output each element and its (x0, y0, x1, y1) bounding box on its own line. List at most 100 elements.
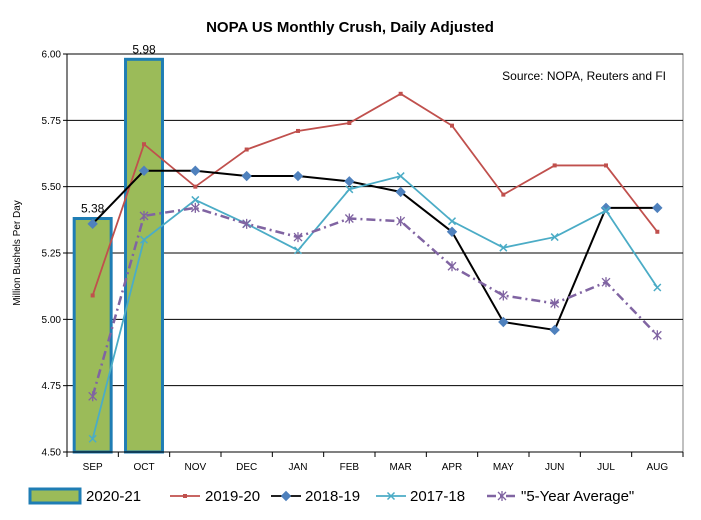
point (550, 233, 559, 242)
point (386, 491, 396, 501)
point (142, 142, 146, 147)
x-tick-label: JAN (289, 462, 308, 473)
bar-series: 5.38 5.98 (72, 42, 164, 454)
point (87, 218, 98, 230)
point (293, 232, 303, 243)
legend-item: 2020-21 (28, 487, 141, 505)
y-tick-label: 4.75 (42, 381, 62, 392)
point (655, 229, 660, 234)
x-tick-label: NOV (184, 462, 206, 473)
point (498, 316, 509, 328)
point (344, 213, 354, 224)
point (499, 243, 508, 252)
point (550, 298, 560, 309)
legend-item: 2018-19 (271, 488, 360, 505)
line-path (91, 206, 659, 397)
point (396, 172, 405, 181)
line-series (87, 91, 663, 443)
point (347, 120, 352, 125)
point (398, 91, 403, 96)
x-tick-label: AUG (646, 462, 668, 473)
point (501, 192, 506, 197)
series-line (88, 172, 662, 443)
point (447, 261, 457, 272)
point (139, 235, 149, 244)
point (549, 324, 560, 336)
point (600, 202, 612, 214)
point (497, 491, 507, 501)
legend-item: "5-Year Average" (487, 488, 634, 505)
point (396, 216, 406, 227)
point (601, 277, 611, 288)
point (601, 206, 611, 215)
x-tick-label: JUN (545, 462, 564, 473)
legend-label: 2019-20 (205, 488, 260, 505)
x-tick-label: FEB (340, 462, 360, 473)
x-tick-label: MAY (493, 462, 514, 473)
legend-item: 2017-18 (376, 488, 465, 505)
point (90, 293, 95, 298)
point (280, 490, 292, 502)
point (652, 330, 662, 341)
point (193, 184, 198, 189)
point (138, 165, 150, 176)
legend-swatch (28, 487, 82, 505)
legend-label: 2020-21 (86, 488, 141, 505)
y-axis-label: Million Bushels Per Day (12, 200, 23, 306)
axes: 4.50 4.75 5.00 5.25 5.50 5.75 6.00 SEP OCT NOV DEC… (42, 50, 684, 473)
x-tick-label: MAR (390, 462, 412, 473)
legend-label: 2017-18 (410, 488, 465, 505)
data-label: 5.98 (132, 42, 156, 56)
point (242, 218, 252, 229)
legend-label: 2018-19 (305, 488, 360, 505)
point (652, 202, 663, 214)
x-tick-label: OCT (133, 462, 154, 473)
point (139, 210, 149, 221)
x-tick-label: SEP (83, 462, 103, 473)
y-tick-label: 5.75 (42, 116, 62, 127)
point (395, 186, 406, 198)
point (88, 434, 97, 443)
point (293, 246, 303, 255)
point (190, 165, 201, 176)
point (552, 163, 557, 168)
point (446, 226, 458, 237)
point (345, 185, 354, 194)
point (604, 163, 608, 168)
chart-title: NOPA US Monthly Crush, Daily Adjusted (206, 19, 494, 36)
point (447, 217, 457, 226)
bar (72, 217, 113, 454)
point (244, 147, 249, 152)
point (450, 123, 454, 128)
source-annotation: Source: NOPA, Reuters and FI (502, 69, 666, 83)
series-line (90, 91, 660, 298)
point (653, 283, 662, 292)
x-tick-label: APR (442, 462, 463, 473)
point (183, 494, 187, 498)
line-path (91, 169, 658, 332)
point (498, 290, 508, 301)
point (292, 170, 304, 182)
line-path (91, 175, 659, 439)
point (241, 170, 252, 182)
series-line (88, 202, 662, 402)
y-tick-label: 4.50 (42, 448, 62, 459)
x-tick-label: JUL (597, 462, 615, 473)
point (191, 195, 200, 204)
point (88, 391, 98, 402)
x-tick-label: DEC (236, 462, 257, 473)
y-tick-label: 6.00 (42, 50, 62, 61)
legend-label: "5-Year Average" (521, 488, 634, 505)
point (190, 202, 200, 213)
legend: 2020-21 2019-20 2018-19 2017-18 "5-Year Aver… (28, 487, 634, 505)
series-line (87, 165, 663, 336)
y-tick-label: 5.50 (42, 182, 62, 193)
y-tick-label: 5.00 (42, 315, 62, 326)
y-tick-label: 5.25 (42, 249, 62, 260)
line-path (91, 92, 659, 296)
point (344, 176, 355, 187)
bar (124, 57, 164, 454)
legend-item: 2019-20 (170, 488, 260, 505)
point (296, 128, 300, 133)
